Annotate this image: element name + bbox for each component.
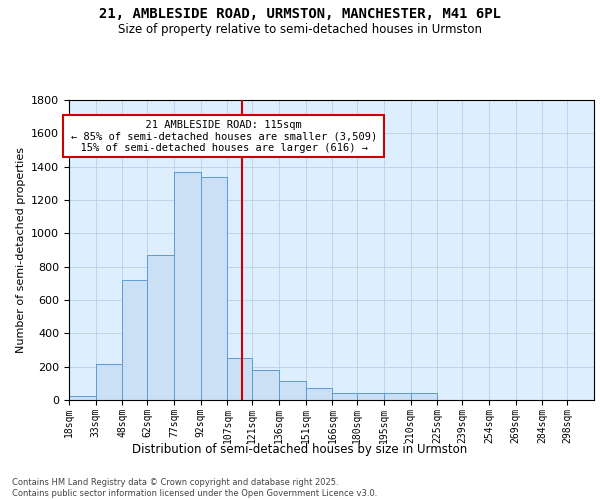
Text: Distribution of semi-detached houses by size in Urmston: Distribution of semi-detached houses by … xyxy=(133,442,467,456)
Bar xyxy=(174,172,200,400)
Text: Size of property relative to semi-detached houses in Urmston: Size of property relative to semi-detach… xyxy=(118,22,482,36)
Text: Contains HM Land Registry data © Crown copyright and database right 2025.
Contai: Contains HM Land Registry data © Crown c… xyxy=(12,478,377,498)
Bar xyxy=(384,392,410,400)
Bar xyxy=(410,392,437,400)
Text: 21, AMBLESIDE ROAD, URMSTON, MANCHESTER, M41 6PL: 21, AMBLESIDE ROAD, URMSTON, MANCHESTER,… xyxy=(99,8,501,22)
Bar xyxy=(200,176,227,400)
Bar xyxy=(332,392,358,400)
Bar xyxy=(358,392,384,400)
Bar xyxy=(279,381,305,400)
Text: 21 AMBLESIDE ROAD: 115sqm  
← 85% of semi-detached houses are smaller (3,509)
  : 21 AMBLESIDE ROAD: 115sqm ← 85% of semi-… xyxy=(68,120,380,152)
Bar xyxy=(305,388,332,400)
Bar xyxy=(95,364,122,400)
Bar xyxy=(148,255,174,400)
Bar xyxy=(227,358,253,400)
Bar xyxy=(122,280,148,400)
Y-axis label: Number of semi-detached properties: Number of semi-detached properties xyxy=(16,147,26,353)
Bar xyxy=(253,370,279,400)
Bar xyxy=(69,396,95,400)
